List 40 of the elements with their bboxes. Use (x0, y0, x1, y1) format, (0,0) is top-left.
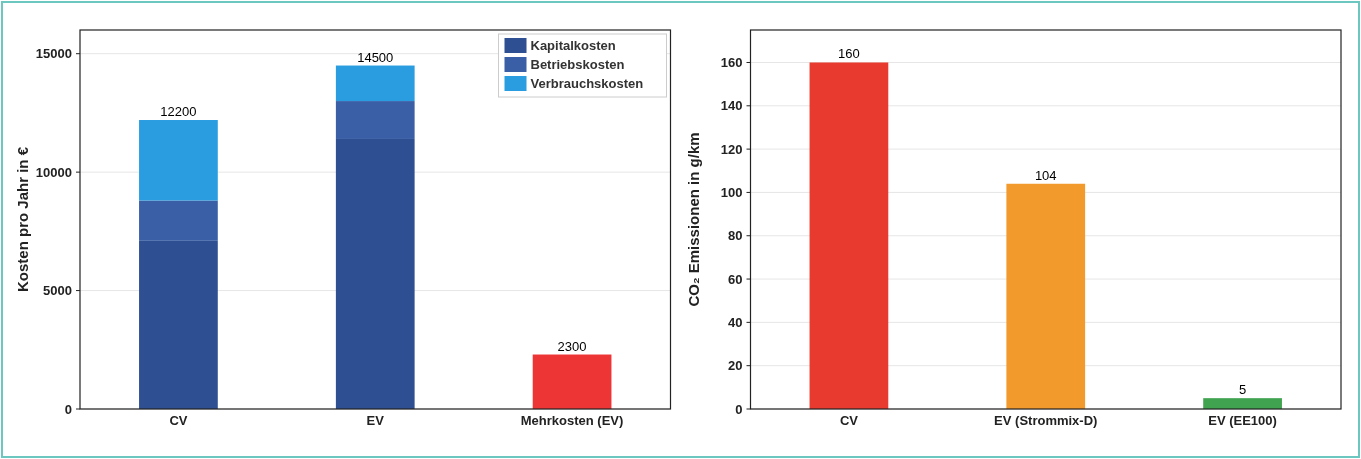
bar (335, 65, 415, 102)
y-axis-title: Kosten pro Jahr in € (14, 146, 31, 293)
data-label: 5 (1238, 382, 1247, 398)
y-tick-label: 0 (735, 401, 743, 417)
x-tick-label: CV (169, 413, 188, 428)
y-tick-label: 60 (728, 271, 743, 287)
y-tick-label: 15000 (35, 46, 72, 62)
y-tick-label: 5000 (43, 283, 72, 299)
bar (335, 138, 415, 409)
y-tick-label: 20 (728, 358, 743, 374)
data-label: 104 (1034, 167, 1057, 183)
y-tick-label: 160 (720, 55, 743, 71)
x-tick-label: EV (EE100) (1208, 413, 1277, 428)
x-tick-label: CV (839, 413, 859, 428)
total-label: 14500 (357, 49, 394, 65)
y-tick-label: 80 (728, 228, 743, 244)
y-tick-label: 100 (720, 184, 743, 200)
bar (1006, 183, 1086, 409)
bar (532, 354, 612, 409)
bar (139, 200, 218, 241)
y-tick-label: 120 (720, 141, 743, 157)
y-tick-label: 10000 (35, 164, 72, 180)
y-tick-label: 140 (720, 98, 743, 114)
y-axis-title: CO₂ Emissionen in g/km (684, 132, 702, 307)
x-tick-label: Mehrkosten (EV) (520, 413, 624, 428)
y-tick-label: 0 (64, 401, 72, 417)
bar (1203, 398, 1282, 409)
bar (139, 240, 218, 409)
legend-label: Verbrauchskosten (530, 76, 644, 91)
legend-label: Kapitalkosten (530, 38, 616, 53)
data-label: 160 (838, 46, 860, 62)
legend-label: Betriebskosten (530, 57, 625, 72)
bar (335, 101, 415, 139)
total-label: 2300 (557, 338, 587, 354)
y-tick-label: 40 (728, 314, 743, 330)
bar (139, 120, 218, 201)
x-tick-label: EV (366, 413, 385, 428)
x-tick-label: EV (Strommix-D) (994, 413, 1098, 428)
bar (809, 62, 889, 409)
total-label: 12200 (160, 104, 197, 120)
